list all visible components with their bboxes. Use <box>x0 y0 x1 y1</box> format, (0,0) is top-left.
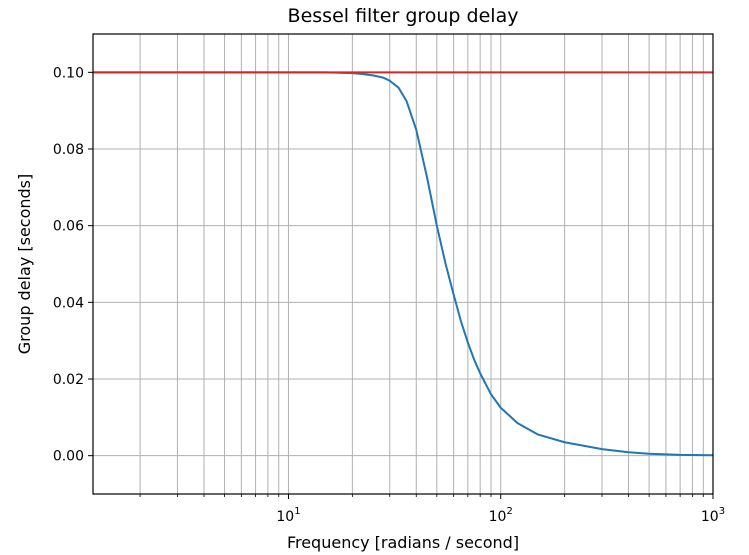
plot-frame <box>92 33 714 495</box>
y-tick-label: 0.00 <box>53 449 84 465</box>
x-tick-label: 102 <box>489 506 513 525</box>
plot-series <box>93 71 714 457</box>
y-tick-label: 0.06 <box>53 219 84 235</box>
y-tick-label: 0.04 <box>53 295 84 311</box>
y-tick-label: 0.10 <box>53 65 84 81</box>
chart-title: Bessel filter group delay <box>288 5 519 27</box>
grid-lines <box>93 34 714 494</box>
series-line-1 <box>93 71 714 457</box>
x-axis-label: Frequency [radians / second] <box>287 533 519 552</box>
y-axis-label: Group delay [seconds] <box>15 174 34 354</box>
y-tick-label: 0.02 <box>53 372 84 388</box>
x-tick-label: 101 <box>276 506 300 525</box>
x-tick-label: 103 <box>701 506 725 525</box>
axis-ticks: 0.00 0.02 0.04 0.06 0.08 0.10 101 102 103 <box>53 65 725 525</box>
y-tick-label: 0.08 <box>53 142 84 158</box>
